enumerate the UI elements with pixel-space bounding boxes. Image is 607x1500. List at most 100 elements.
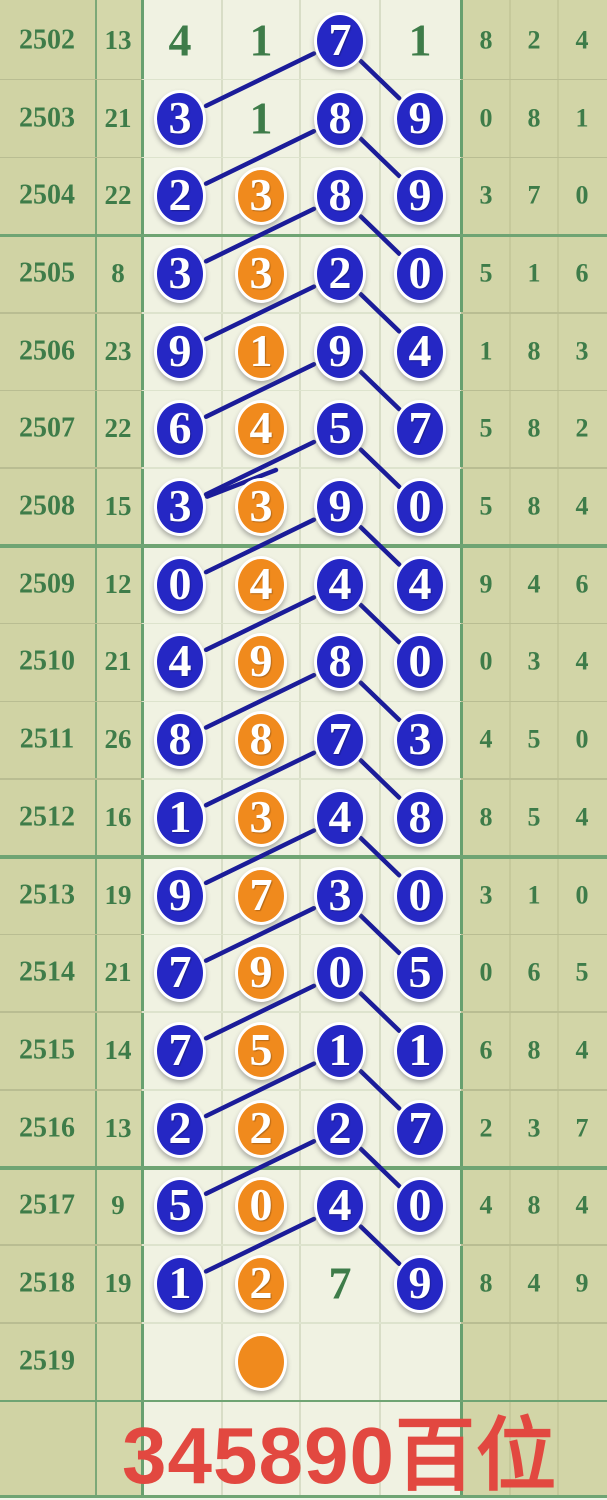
trend-line — [203, 595, 317, 653]
ball-number: 7 — [249, 868, 273, 920]
result-digit: 0 — [575, 879, 589, 909]
result-digit: 4 — [479, 1190, 493, 1220]
ball-number: 8 — [328, 635, 352, 687]
ball-number: 4 — [328, 790, 352, 842]
ball-number: 9 — [408, 1257, 432, 1309]
row-line — [461, 312, 607, 314]
sum-cell: 8 — [111, 257, 125, 288]
row-line — [461, 156, 607, 159]
blue-ball: 4 — [154, 633, 206, 692]
row-line — [0, 622, 142, 625]
result-digit: 8 — [479, 25, 493, 55]
blue-ball: 0 — [394, 1177, 446, 1236]
blue-ball: 1 — [154, 788, 206, 847]
result-digit: 6 — [527, 957, 541, 987]
blue-ball: 2 — [154, 1099, 206, 1158]
ball-number: 5 — [328, 402, 352, 454]
period-cell: 2512 — [19, 801, 75, 833]
ball-number: 7 — [168, 1023, 192, 1075]
trend-line — [358, 136, 402, 179]
group-separator-line — [0, 544, 607, 548]
ball-number: 4 — [408, 324, 432, 376]
trend-line — [203, 828, 317, 886]
blue-ball: 8 — [314, 633, 366, 692]
row-line — [142, 1244, 461, 1246]
footer-label: 345890百位 — [122, 1411, 557, 1500]
ball-number: 0 — [408, 246, 432, 298]
result-digit: 3 — [479, 180, 493, 210]
ball-number: 0 — [408, 635, 432, 687]
ball-number: 4 — [249, 402, 273, 454]
sum-cell: 19 — [104, 1267, 132, 1298]
group-separator-line — [0, 855, 607, 859]
trend-line — [358, 291, 402, 334]
row-line — [0, 1244, 142, 1246]
blue-ball: 4 — [394, 555, 446, 614]
blue-ball: 3 — [154, 244, 206, 303]
result-digit: 6 — [575, 569, 589, 599]
ball-number: 9 — [168, 324, 192, 376]
row-line — [142, 700, 461, 703]
row-line — [0, 312, 142, 314]
blue-ball: 5 — [314, 400, 366, 459]
ball-number: 2 — [328, 1101, 352, 1153]
orange-ball: 3 — [235, 167, 287, 226]
blue-ball: 9 — [394, 1255, 446, 1314]
result-digit: 8 — [527, 102, 541, 132]
row-line — [0, 389, 142, 392]
trend-line — [358, 214, 402, 256]
result-digit: 8 — [479, 802, 493, 832]
ball-number: 3 — [168, 246, 192, 298]
ball-number: 0 — [249, 1179, 273, 1231]
sum-cell: 12 — [104, 568, 132, 599]
result-digit: 5 — [479, 491, 493, 521]
period-cell: 2514 — [19, 956, 75, 988]
blue-ball: 7 — [154, 1021, 206, 1080]
trend-line — [358, 680, 402, 723]
period-cell: 2509 — [19, 568, 75, 600]
ball-number: 9 — [408, 169, 432, 221]
trend-line — [203, 983, 317, 1041]
period-cell: 2516 — [19, 1112, 75, 1144]
period-cell: 2519 — [19, 1345, 75, 1377]
orange-ball: 3 — [235, 478, 287, 537]
result-digit: 4 — [575, 25, 589, 55]
result-columns-bg — [461, 0, 607, 1496]
row-line — [0, 1322, 142, 1324]
trend-line — [203, 362, 317, 419]
row-line — [142, 1089, 461, 1091]
blue-ball: 0 — [154, 555, 206, 614]
blue-ball: 7 — [394, 1099, 446, 1158]
sum-cell: 26 — [104, 724, 132, 755]
trend-line — [203, 1061, 317, 1119]
ball-number: 0 — [168, 557, 192, 609]
trend-line — [358, 447, 402, 490]
period-cell: 2513 — [19, 878, 75, 910]
result-digit: 3 — [479, 879, 493, 909]
trend-line — [203, 905, 317, 963]
sum-cell: 22 — [104, 180, 132, 211]
row-line — [0, 1089, 142, 1091]
ball-number: 4 — [249, 557, 273, 609]
result-digit: 5 — [575, 957, 589, 987]
result-digit: 4 — [575, 1035, 589, 1065]
sum-cell: 21 — [104, 102, 132, 133]
result-digit: 9 — [575, 1268, 589, 1298]
ball-number: 0 — [408, 868, 432, 920]
ball-number: 1 — [249, 324, 273, 376]
ball-number: 1 — [168, 1257, 192, 1309]
blue-ball: 8 — [314, 89, 366, 148]
trend-line — [358, 1068, 402, 1111]
orange-ball: 5 — [235, 1021, 287, 1080]
ball-number: 9 — [249, 946, 273, 998]
result-digit: 1 — [527, 258, 541, 288]
ball-number: 7 — [328, 13, 352, 65]
orange-ball: 3 — [235, 244, 287, 303]
result-digit: 3 — [527, 646, 541, 676]
blue-ball: 7 — [154, 944, 206, 1003]
result-digit: 1 — [527, 879, 541, 909]
sum-cell: 14 — [104, 1034, 132, 1065]
sum-cell: 19 — [104, 879, 132, 910]
row-line — [142, 467, 461, 469]
result-digit: 4 — [479, 724, 493, 754]
